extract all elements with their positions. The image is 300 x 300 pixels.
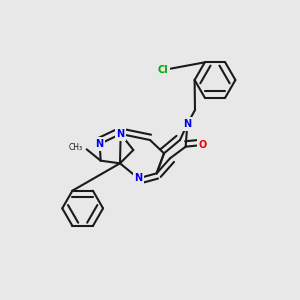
Text: N: N — [96, 139, 104, 149]
Text: N: N — [183, 119, 191, 129]
Text: CH₃: CH₃ — [69, 143, 83, 152]
Text: O: O — [199, 140, 207, 150]
Text: N: N — [117, 129, 125, 139]
Text: Cl: Cl — [158, 65, 169, 75]
Text: N: N — [134, 173, 142, 183]
